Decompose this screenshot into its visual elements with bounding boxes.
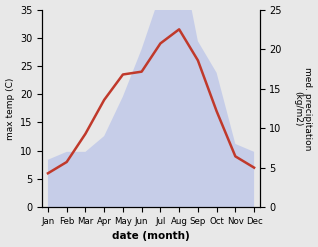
Y-axis label: max temp (C): max temp (C) [5, 77, 15, 140]
Y-axis label: med. precipitation
(kg/m2): med. precipitation (kg/m2) [293, 67, 313, 150]
X-axis label: date (month): date (month) [112, 231, 190, 242]
